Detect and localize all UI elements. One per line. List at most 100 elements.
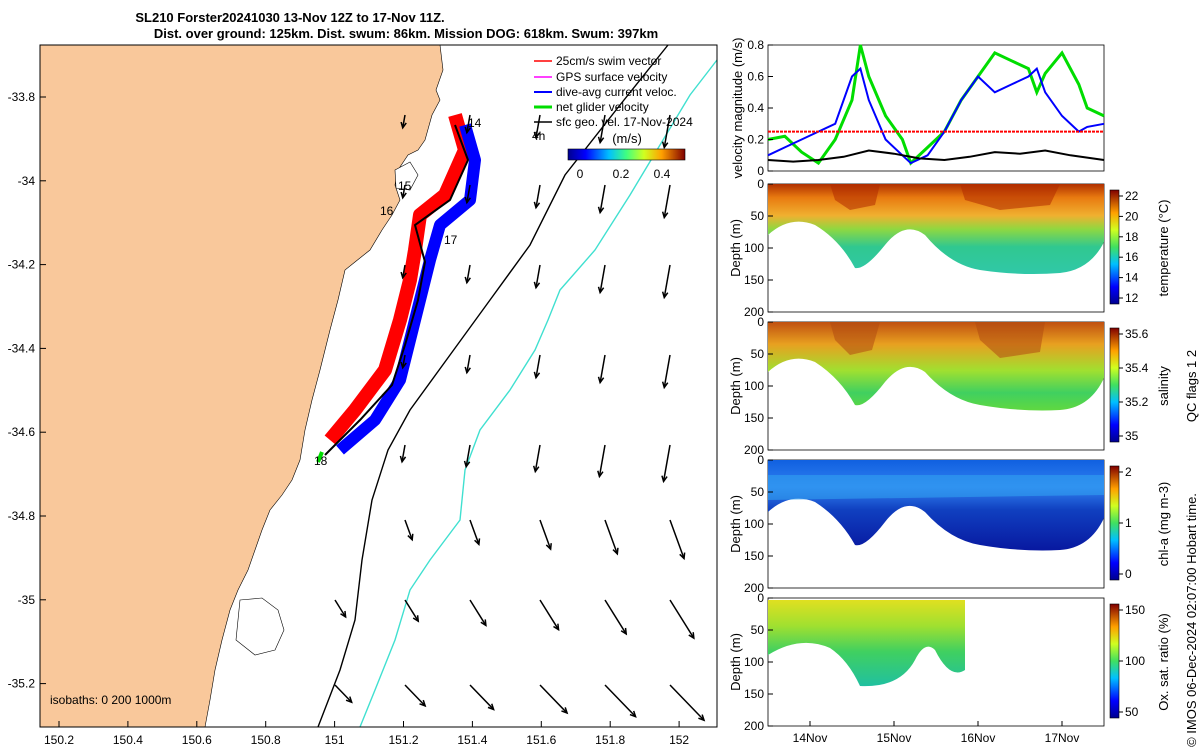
lon-tick-label: 150.2 — [44, 733, 74, 747]
geo-arrow — [669, 599, 695, 639]
cbar-tick-label: 22 — [1125, 189, 1139, 203]
geo-arrow — [599, 354, 606, 383]
track-label-16: 16 — [380, 204, 394, 218]
time-tick-label: 14Nov — [793, 731, 828, 745]
current-vectors-blue — [336, 123, 481, 455]
map-lat-ticks: -33.8 -34 -34.2 -34.4 -34.6 -34.8 -35 -35.2 — [8, 90, 46, 691]
geo-arrow-head — [661, 211, 669, 220]
temperature-cbar-label: temperature (°C) — [1156, 200, 1171, 297]
lat-tick-label: -34 — [18, 174, 36, 188]
qc-flags-label: QC flags 1 2 — [1184, 350, 1199, 422]
salinity-yticks: 0 50 100 150 200 — [744, 315, 773, 457]
oxygen-panel: 0 50 100 150 200 Depth (m) 50 100 150 Ox. sat.… — [728, 591, 1171, 733]
cbar-tick-label: 35.2 — [1125, 395, 1149, 409]
geo-arrow — [402, 264, 406, 278]
lon-tick-label: 151.8 — [595, 733, 625, 747]
geo-arrow — [663, 114, 671, 148]
velocity-ytick-label: 0.4 — [747, 101, 764, 115]
geo-arrow-head — [533, 201, 541, 210]
salinity-cbar-label: salinity — [1156, 366, 1171, 406]
geo-arrow — [402, 114, 406, 128]
geo-arrow-head — [407, 533, 414, 542]
time-tick-label: 17Nov — [1045, 731, 1080, 745]
geo-arrow-head — [399, 455, 407, 464]
cbar-tick-label: 2 — [1125, 465, 1132, 479]
geo-arrow — [466, 264, 471, 283]
legend-sfc: sfc geo. vel. 17-Nov-2024 — [556, 115, 693, 129]
geo-arrow — [402, 184, 406, 198]
velocity-ytick-label: 0.2 — [747, 133, 764, 147]
depth-tick-label: 50 — [751, 485, 765, 499]
geo-arrow — [404, 684, 426, 707]
salinity-cbar-ticks: 35 35.2 35.4 35.6 — [1119, 327, 1149, 443]
geo-arrow-head — [345, 696, 353, 704]
title-line-1: SL210 Forster20241030 13-Nov 12Z to 17-N… — [135, 10, 444, 25]
geo-arrow-head — [612, 547, 619, 556]
map-inlet — [235, 597, 285, 656]
cbar-tick-label: 1 — [1125, 516, 1132, 530]
velocity-panel: 0 0.2 0.4 0.6 0.8 velocity magnitude (m/s) — [730, 38, 1105, 178]
depth-tick-label: 200 — [744, 305, 764, 319]
geo-arrow — [599, 264, 606, 293]
geo-arrow — [535, 354, 541, 378]
lat-tick-label: -35 — [18, 593, 36, 607]
geo-arrow — [469, 684, 495, 710]
geo-arrow — [469, 519, 480, 545]
chlorophyll-cbar-label: chl-a (mg m-3) — [1156, 482, 1171, 567]
geo-arrow — [466, 184, 471, 203]
isobaths-label: isobaths: 0 200 1000m — [50, 693, 171, 707]
lon-tick-label: 151.2 — [388, 733, 418, 747]
lon-tick-label: 151.4 — [457, 733, 487, 747]
temperature-warm-core — [830, 184, 1060, 210]
lat-tick-label: -35.2 — [8, 677, 36, 691]
geo-arrow — [604, 599, 627, 635]
map-land — [39, 44, 444, 728]
geo-arrow-head — [464, 196, 471, 205]
geo-arrow-head — [533, 131, 541, 140]
geo-arrow-head — [474, 538, 481, 547]
velocity-series-line — [767, 149, 1105, 163]
track-label-18: 18 — [314, 454, 328, 468]
chlorophyll-colorbar — [1109, 465, 1120, 581]
geo-arrow — [663, 184, 671, 218]
geo-arrow-head — [533, 281, 541, 290]
geo-arrow — [404, 519, 413, 540]
cbar-tick-label: 0 — [1125, 567, 1132, 581]
lon-tick-label: 152 — [669, 733, 689, 747]
velocity-yticks: 0 0.2 0.4 0.6 0.8 — [747, 38, 773, 178]
depth-tick-label: 100 — [744, 379, 764, 393]
oxygen-yticks: 0 50 100 150 200 — [744, 591, 773, 733]
geo-arrow-head — [620, 627, 628, 636]
geo-arrow-head — [661, 381, 669, 390]
legend-4h: 4h — [532, 129, 545, 143]
depth-tick-label: 150 — [744, 549, 764, 563]
cbar-tick-label: 35.4 — [1125, 361, 1149, 375]
geo-arrow — [669, 684, 705, 721]
map-legend: 25cm/s swim vector GPS surface velocity … — [532, 54, 693, 143]
geo-arrow-head — [688, 632, 695, 640]
chlorophyll-mid-band — [768, 475, 1104, 500]
salinity-ylabel: Depth (m) — [728, 357, 743, 415]
geo-arrow-head — [597, 470, 604, 479]
time-tick-label: 16Nov — [961, 731, 996, 745]
geo-arrow — [404, 599, 419, 622]
track-label-17: 17 — [444, 233, 458, 247]
geo-arrow — [599, 184, 606, 213]
cbar-tick-label: 18 — [1125, 230, 1139, 244]
chlorophyll-cbar-ticks: 0 1 2 — [1119, 465, 1132, 581]
salinity-colorbar — [1109, 327, 1120, 443]
cbar-tick-label: 100 — [1125, 654, 1145, 668]
geo-arrow — [465, 444, 471, 467]
geo-arrow-head — [661, 291, 669, 300]
geo-arrow — [535, 114, 541, 138]
geo-arrow-head — [480, 619, 487, 627]
depth-tick-label: 150 — [744, 273, 764, 287]
legend-gps: GPS surface velocity — [556, 70, 667, 84]
legend-dive: dive-avg current veloc. — [556, 85, 677, 99]
temperature-ylabel: Depth (m) — [728, 219, 743, 277]
geo-arrow — [535, 184, 541, 208]
legend-net: net glider velocity — [556, 100, 649, 114]
geo-arrow — [604, 684, 637, 718]
geo-arrow-head — [679, 552, 686, 561]
depth-tick-label: 0 — [757, 315, 764, 329]
